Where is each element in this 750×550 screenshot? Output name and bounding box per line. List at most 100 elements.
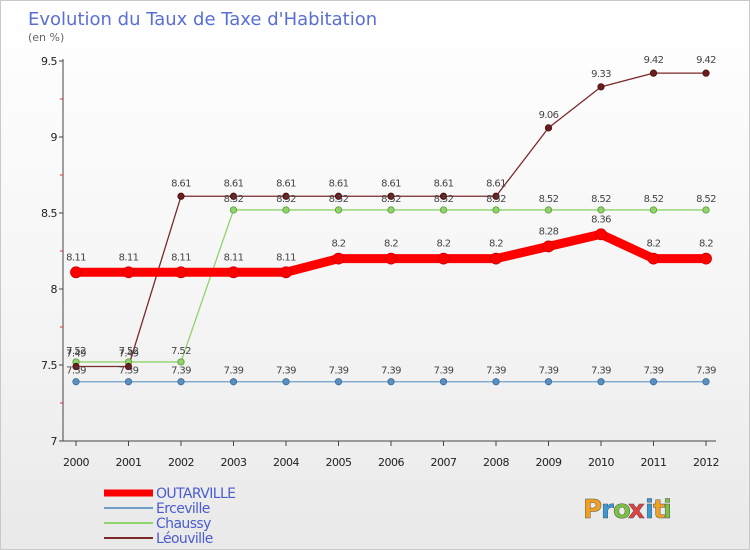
data-point-outarville [280,266,292,279]
data-point-outarville [122,266,135,279]
logo-letter: P [583,495,602,525]
data-label-chaussy: 8.52 [381,194,401,205]
x-tick-label: 2001 [116,456,142,469]
data-point-chaussy [387,206,395,214]
data-label-outarville: 8.2 [489,239,503,250]
data-point-erceville [439,378,448,386]
data-point-outarville [227,266,240,279]
data-point-léouville [702,69,710,77]
data-point-léouville [492,192,500,200]
data-point-chaussy [177,358,185,366]
data-point-erceville [544,378,553,386]
data-label-chaussy: 8.52 [434,194,454,205]
logo-letter: x [628,495,645,525]
data-point-erceville [597,378,605,386]
logo-letter: r [601,495,614,525]
data-label-erceville: 7.39 [486,366,506,377]
data-label-erceville: 7.39 [329,366,349,377]
y-tick-label: 8.5 [41,207,57,220]
data-label-léouville: 7.49 [66,349,86,360]
y-tick-label: 8 [51,283,58,296]
data-label-chaussy: 8.52 [224,194,244,205]
data-point-outarville [595,228,607,241]
data-point-outarville [385,252,397,265]
data-point-chaussy [334,206,343,214]
data-label-léouville: 9.42 [696,55,716,66]
logo-letter: i [663,495,672,525]
data-label-léouville: 8.61 [434,178,454,189]
data-point-chaussy [544,206,553,214]
data-point-erceville [124,378,133,386]
data-label-outarville: 8.28 [539,226,559,237]
unit-label: (en %) [28,31,64,44]
logo-letter: t [653,495,665,525]
y-tick-label: 9.5 [41,55,57,68]
data-point-chaussy [282,206,290,214]
data-label-erceville: 7.39 [224,366,244,377]
legend-label-erceville: Erceville [156,501,210,517]
data-label-léouville: 8.61 [381,178,401,189]
data-point-outarville [542,240,555,253]
data-point-chaussy [702,206,710,214]
data-point-léouville [597,83,605,91]
legend-label-outarville: OUTARVILLE [156,486,235,502]
data-label-léouville: 9.06 [539,110,559,121]
data-label-chaussy: 8.52 [539,194,559,205]
logo-letter: i [645,495,654,525]
data-point-léouville [649,69,658,77]
data-point-léouville [72,362,80,371]
data-label-outarville: 8.2 [384,239,398,250]
data-point-chaussy [597,206,605,214]
data-label-léouville: 9.33 [591,69,611,80]
data-point-outarville [647,252,660,265]
data-point-chaussy [439,206,448,214]
data-label-erceville: 7.39 [171,366,191,377]
data-label-léouville: 8.61 [224,178,244,189]
logo-letter: o [613,495,631,525]
data-label-erceville: 7.39 [696,366,716,377]
data-label-outarville: 8.11 [276,252,296,263]
data-point-erceville [72,378,80,386]
data-label-léouville: 7.49 [119,349,139,360]
x-tick-label: 2000 [63,456,89,469]
data-point-léouville [229,192,238,200]
data-point-outarville [490,252,502,265]
data-point-erceville [492,378,500,386]
y-tick-label: 9 [51,131,58,144]
x-tick-label: 2003 [221,456,247,469]
legend-label-chaussy: Chaussy [156,516,211,532]
data-point-outarville [700,252,712,265]
x-tick-label: 2002 [168,456,194,469]
data-point-léouville [439,192,448,200]
data-label-erceville: 7.39 [66,366,86,377]
series-line-léouville [75,72,707,368]
data-label-chaussy: 8.52 [329,194,349,205]
data-point-léouville [177,192,185,200]
data-point-outarville [332,252,345,265]
data-point-erceville [702,378,710,386]
data-label-erceville: 7.39 [381,366,401,377]
data-point-léouville [544,124,553,132]
data-label-erceville: 7.39 [276,366,296,377]
data-point-chaussy [229,206,238,214]
x-tick-label: 2008 [483,456,509,469]
data-label-outarville: 8.2 [436,239,450,250]
data-point-outarville [437,252,450,265]
data-point-léouville [387,192,395,200]
data-label-chaussy: 8.52 [276,194,296,205]
data-label-outarville: 8.2 [646,239,660,250]
data-label-chaussy: 8.52 [591,194,611,205]
data-label-outarville: 8.11 [119,252,139,263]
data-label-chaussy: 8.52 [486,194,506,205]
data-label-chaussy: 7.52 [171,346,191,357]
data-point-erceville [229,378,238,386]
data-label-erceville: 7.39 [539,366,559,377]
data-label-chaussy: 7.52 [119,346,139,357]
data-label-outarville: 8.2 [331,239,345,250]
data-point-chaussy [649,206,658,214]
series-line-chaussy [75,209,707,363]
data-point-erceville [334,378,343,386]
data-label-léouville: 8.61 [486,178,506,189]
